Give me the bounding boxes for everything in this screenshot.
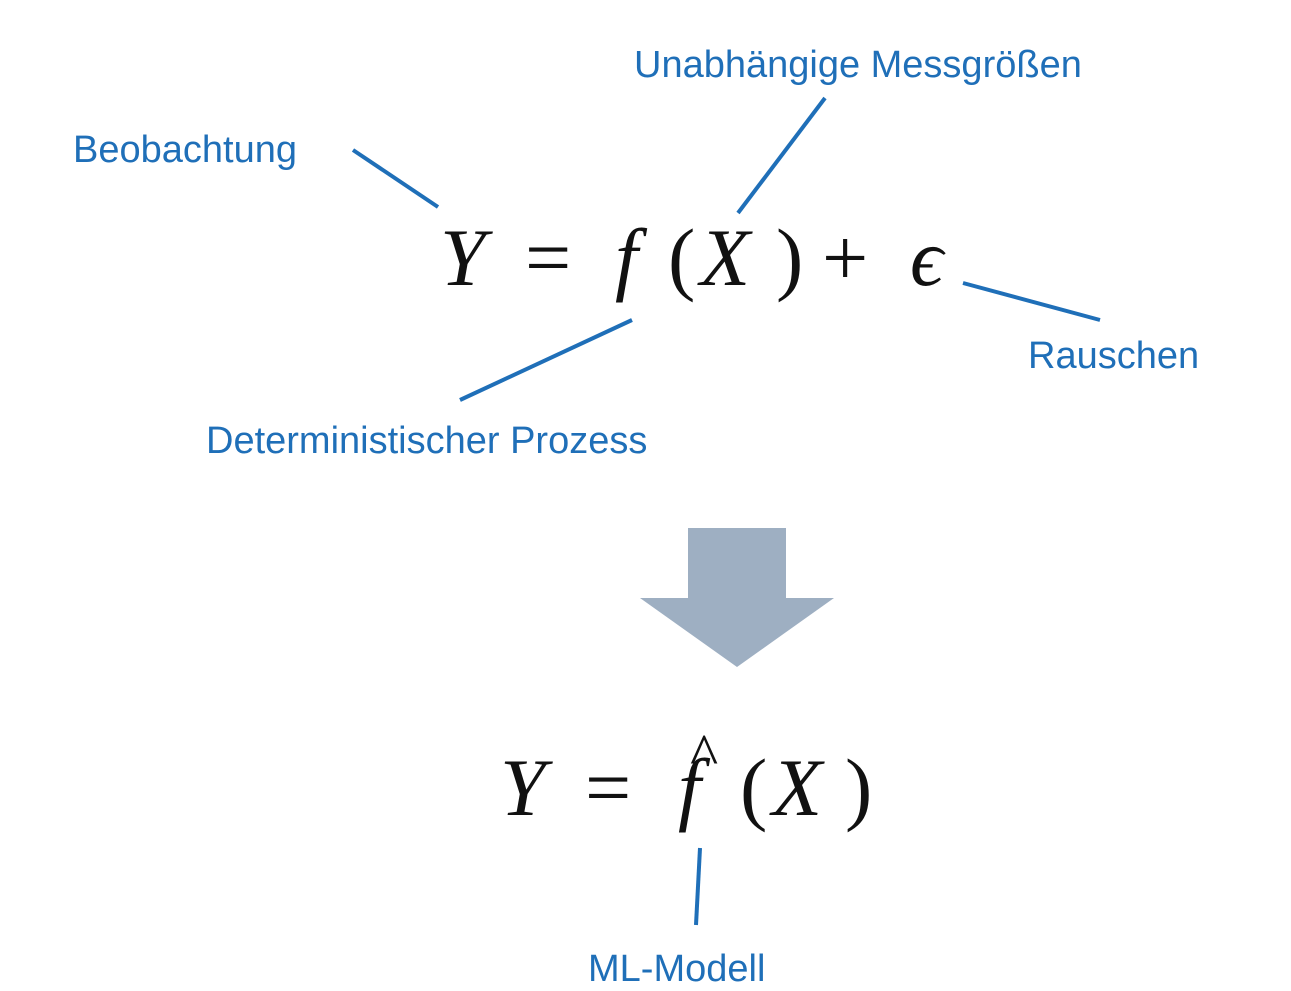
eq-top-open-paren: ( <box>668 212 695 303</box>
label-prozess: Deterministischer Prozess <box>206 420 648 462</box>
eq-top-plus: + <box>822 212 868 303</box>
eq-top-x: X <box>697 212 753 303</box>
down-arrow-icon <box>640 528 834 667</box>
eq-bottom-equals: = <box>585 742 631 833</box>
connectors-top <box>351 96 1101 402</box>
eq-bottom-hat: ^ <box>690 722 718 788</box>
eq-bottom-close-paren: ) <box>845 742 872 833</box>
connector-beobachtung <box>351 148 440 209</box>
eq-bottom-open-paren: ( <box>740 742 767 833</box>
eq-bottom-x: X <box>769 742 825 833</box>
eq-bottom-y: Y <box>500 742 553 833</box>
equation-top: Y = f ( X ) + ϵ <box>440 212 946 303</box>
connector-prozess <box>459 318 633 402</box>
eq-top-epsilon: ϵ <box>910 212 946 303</box>
label-messgroessen: Unabhängige Messgrößen <box>634 44 1082 86</box>
label-beobachtung: Beobachtung <box>73 129 297 171</box>
label-modell: ML-Modell <box>588 948 766 990</box>
equation-bottom: Y = ^ f ( X ) <box>500 722 872 833</box>
eq-top-equals: = <box>525 212 571 303</box>
connector-modell <box>694 847 702 926</box>
label-rauschen: Rauschen <box>1028 335 1200 377</box>
connector-messgroessen <box>736 96 827 215</box>
connector-rauschen <box>962 281 1101 322</box>
eq-top-f: f <box>615 212 648 303</box>
eq-top-y: Y <box>440 212 493 303</box>
eq-top-close-paren: ) <box>776 212 803 303</box>
